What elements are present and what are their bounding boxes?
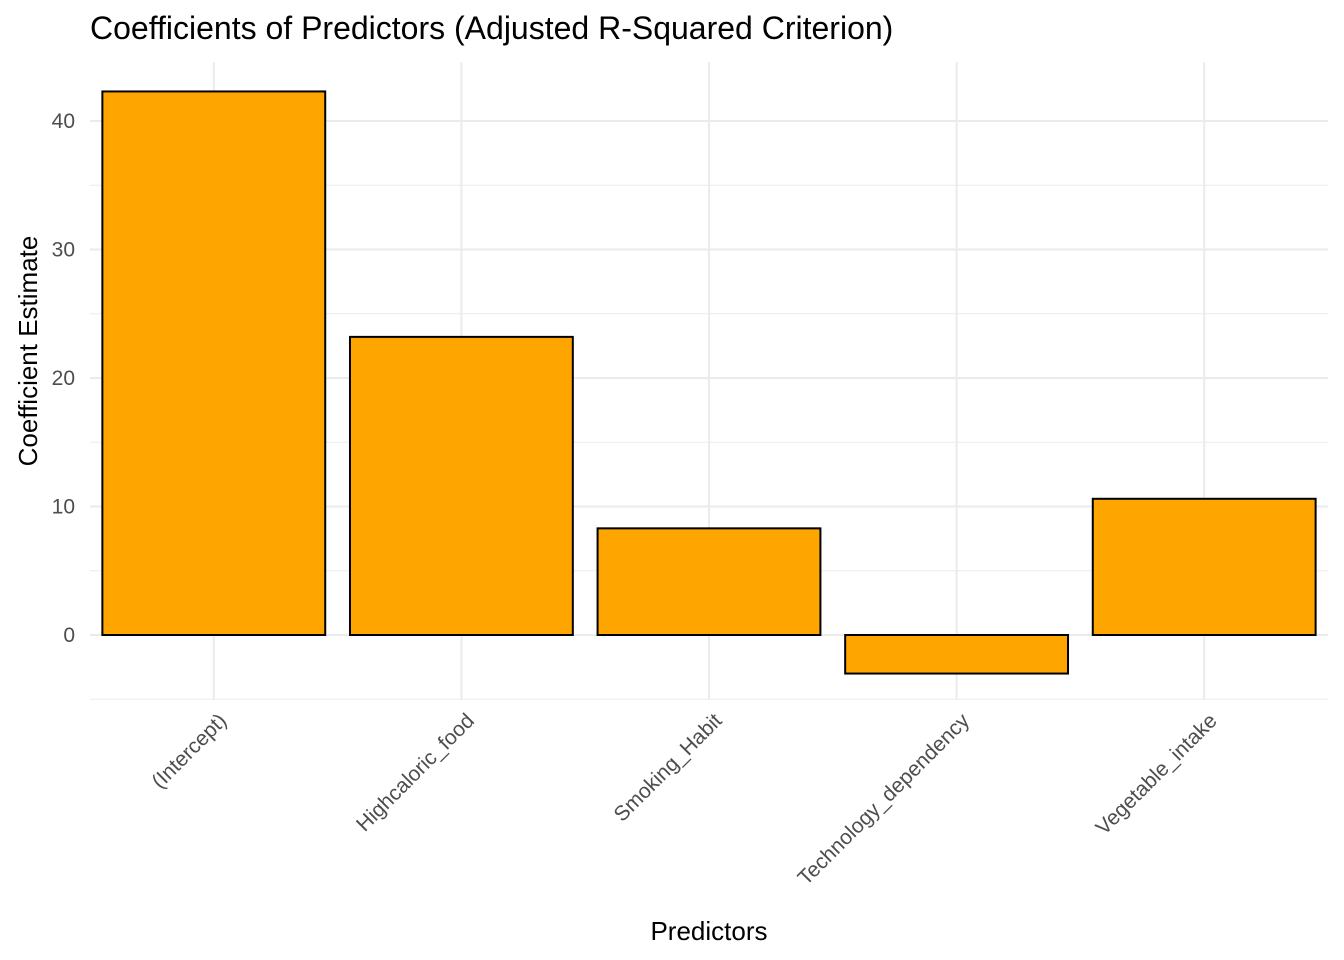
y-tick-label: 40 <box>52 110 75 133</box>
bar-vegetable-intake <box>1091 497 1317 637</box>
y-axis-tick-labels: 0 10 20 30 40 <box>52 110 75 647</box>
y-axis-title: Coefficient Estimate <box>13 236 43 467</box>
y-tick-label: 10 <box>52 496 75 519</box>
y-tick-label: 30 <box>52 239 75 262</box>
bar-highcaloric-food <box>348 335 574 636</box>
bar-intercept <box>101 90 327 636</box>
y-tick-label: 20 <box>52 367 75 390</box>
bars <box>101 90 1317 675</box>
chart-title: Coefficients of Predictors (Adjusted R-S… <box>90 10 894 46</box>
x-axis-tick-labels: (Intercept) Highcaloric_food Smoking_Habit… <box>147 709 1221 890</box>
bar-technology-dependency <box>844 634 1070 675</box>
x-tick-label: Vegetable_intake <box>1092 709 1222 839</box>
x-tick-label: Technology_dependency <box>794 709 975 890</box>
y-tick-label: 0 <box>63 624 75 647</box>
x-tick-label: (Intercept) <box>147 709 231 793</box>
x-axis-title: Predictors <box>650 916 767 946</box>
x-tick-label: Highcaloric_food <box>352 709 479 836</box>
bar-smoking-habit <box>596 527 822 636</box>
x-tick-label: Smoking_Habit <box>610 709 727 826</box>
